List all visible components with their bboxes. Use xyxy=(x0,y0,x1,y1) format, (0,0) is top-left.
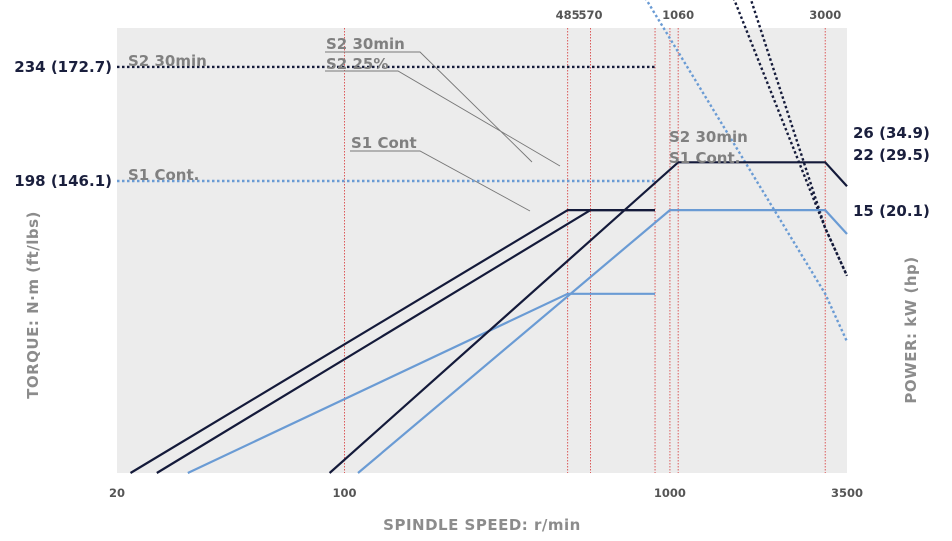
torque-series-label: S1 Cont. xyxy=(128,166,199,184)
chart-labels: 433 (319.6)369 (272.3)296 (218.4)234 (17… xyxy=(14,35,930,220)
torque-value-label: 234 (172.7) xyxy=(14,58,112,76)
torque-value-label: 198 (146.1) xyxy=(14,172,112,190)
power-curve xyxy=(357,209,848,474)
power-curve-label: S1 Cont. xyxy=(669,149,740,167)
power-curve xyxy=(156,209,655,474)
bottom-tick-label: 3500 xyxy=(831,486,863,500)
top-tick-label: 570 xyxy=(578,8,602,22)
power-curve-label: S2 30min xyxy=(669,128,748,146)
top-tick-label: 1060 xyxy=(662,8,694,22)
power-curve xyxy=(187,292,655,474)
torque-series-label: S2 30min xyxy=(128,52,207,70)
power-value-label: 15 (20.1) xyxy=(853,202,930,220)
power-curve xyxy=(328,161,848,474)
bottom-tick-label: 100 xyxy=(332,486,356,500)
y-axis-title-right: POWER: kW (hp) xyxy=(902,256,920,403)
bottom-speed-ticks: 20 100 1000 3500 xyxy=(109,486,863,500)
leader-line xyxy=(325,70,561,167)
top-tick-label: 3000 xyxy=(809,8,841,22)
plot-area xyxy=(117,28,847,473)
bottom-tick-label: 1000 xyxy=(654,486,686,500)
leader-line xyxy=(325,51,533,163)
power-curves xyxy=(129,161,848,474)
curve-annotation: S2 30min xyxy=(326,35,405,53)
vertical-grid-lines xyxy=(344,28,826,473)
leader-line xyxy=(350,150,531,212)
top-tick-label: 485 xyxy=(556,8,580,22)
bottom-tick-label: 20 xyxy=(109,486,125,500)
curve-annotation: S2 25% xyxy=(326,55,388,73)
power-value-label: 26 (34.9) xyxy=(853,124,930,142)
x-axis-title: SPINDLE SPEED: r/min xyxy=(383,516,581,534)
annotation-leader-lines xyxy=(325,51,561,212)
curve-annotation: S1 Cont xyxy=(351,134,417,152)
y-axis-title-left: TORQUE: N·m (ft/lbs) xyxy=(24,211,42,399)
power-value-label: 22 (29.5) xyxy=(853,146,930,164)
